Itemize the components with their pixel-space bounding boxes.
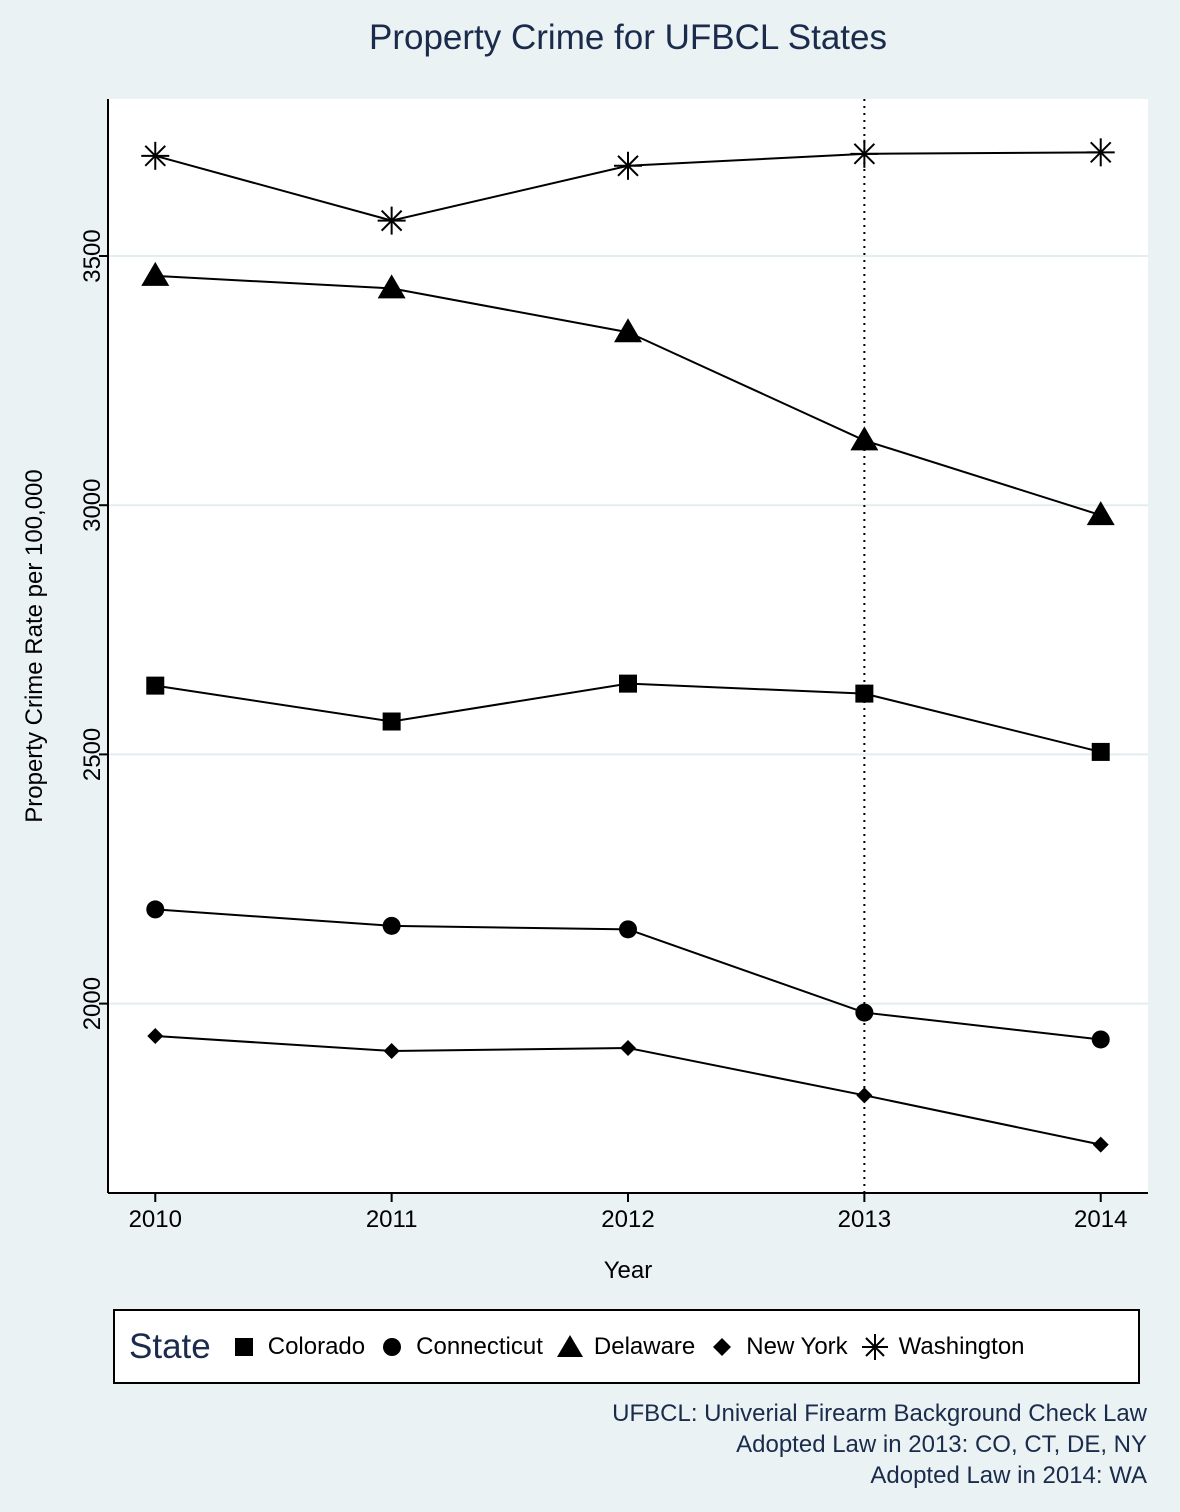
point-washington-2011-stroke-3 — [380, 209, 403, 232]
note-line-2: Adopted Law in 2013: CO, CT, DE, NY — [736, 1431, 1147, 1458]
y-tick-label-2500: 2500 — [79, 728, 106, 781]
y-tick-label-3000: 3000 — [79, 479, 106, 532]
point-washington-2012 — [614, 151, 642, 180]
asterisk-marker-icon — [861, 1333, 888, 1360]
note-line-1: UFBCL: Univerial Firearm Background Chec… — [612, 1400, 1147, 1427]
point-new-york-2013 — [856, 1087, 873, 1104]
x-axis-label: Year — [604, 1257, 653, 1284]
point-washington-2012-stroke-3 — [617, 155, 639, 177]
point-colorado-2014 — [1091, 742, 1110, 761]
point-connecticut-2011 — [382, 916, 401, 935]
point-connecticut-2013 — [855, 1003, 874, 1022]
point-delaware-2014 — [1086, 501, 1115, 526]
point-colorado-2012 — [619, 674, 637, 693]
legend-title: State — [129, 1326, 211, 1366]
diamond-marker-icon — [713, 1337, 732, 1356]
x-tick-label-2014: 2014 — [1074, 1206, 1127, 1233]
point-washington-2010-stroke-3 — [144, 145, 166, 167]
point-washington-2010 — [141, 141, 170, 170]
note-line-3: Adopted Law in 2014: WA — [870, 1462, 1147, 1489]
legend-item-connecticut: Connecticut — [377, 1332, 543, 1362]
legend-label-connecticut: Connecticut — [416, 1332, 543, 1360]
series-group — [141, 138, 1115, 1153]
point-colorado-2011 — [382, 712, 401, 731]
triangle-marker-icon — [556, 1334, 583, 1357]
tick-labels: 2000 2500 3000 3500 2010 2011 2012 2013 2014 — [79, 229, 1127, 1233]
circle-marker-icon — [383, 1337, 402, 1356]
legend-label-washington: Washington — [898, 1332, 1025, 1360]
legend-item-washington: Washington — [860, 1332, 1025, 1362]
legend-label-delaware: Delaware — [593, 1332, 696, 1360]
point-new-york-2010 — [147, 1028, 164, 1045]
point-washington-2014-stroke-3 — [1090, 141, 1112, 164]
y-tick-label-2000: 2000 — [79, 977, 106, 1030]
point-new-york-2014 — [1092, 1136, 1109, 1153]
plot-area — [108, 99, 1148, 1193]
axes — [99, 99, 1148, 1202]
line-chart: 2000 2500 3000 3500 2010 2011 2012 2013 2014 Yea… — [21, 99, 1148, 1284]
grid-lines — [108, 254, 1148, 1005]
y-tick-label-3500: 3500 — [79, 229, 106, 282]
legend-item-delaware: Delaware — [555, 1332, 695, 1362]
legend-label-new-york: New York — [746, 1332, 848, 1360]
point-delaware-2013 — [850, 426, 879, 451]
point-connecticut-2014 — [1091, 1030, 1110, 1049]
x-tick-label-2011: 2011 — [366, 1206, 418, 1233]
point-washington-2014 — [1086, 138, 1115, 167]
x-tick-label-2010: 2010 — [129, 1206, 182, 1233]
legend-item-colorado: Colorado — [229, 1332, 365, 1362]
point-new-york-2011 — [383, 1042, 400, 1059]
legend-item-new-york: New York — [707, 1332, 848, 1362]
legend-label-colorado: Colorado — [267, 1332, 366, 1360]
x-tick-label-2013: 2013 — [838, 1206, 891, 1233]
point-delaware-2012 — [614, 318, 642, 343]
chart-notes: UFBCL: Univerial Firearm Background Chec… — [612, 1398, 1147, 1491]
point-delaware-2010 — [141, 261, 170, 286]
point-new-york-2012 — [620, 1039, 636, 1056]
point-connecticut-2012 — [619, 920, 637, 939]
point-washington-2013 — [850, 139, 879, 168]
point-washington-2011 — [377, 206, 406, 235]
point-delaware-2011 — [377, 274, 406, 299]
chart-title: Property Crime for UFBCL States — [368, 18, 887, 57]
point-connecticut-2010 — [146, 900, 165, 919]
point-colorado-2013 — [855, 684, 874, 703]
x-tick-label-2012: 2012 — [601, 1206, 654, 1233]
point-washington-2013-stroke-3 — [853, 143, 876, 165]
y-axis-label: Property Crime Rate per 100,000 — [21, 469, 48, 823]
legend: State Colorado Connecticut Delaware New … — [113, 1309, 1140, 1384]
square-marker-icon — [234, 1337, 253, 1356]
point-colorado-2010 — [146, 676, 165, 695]
